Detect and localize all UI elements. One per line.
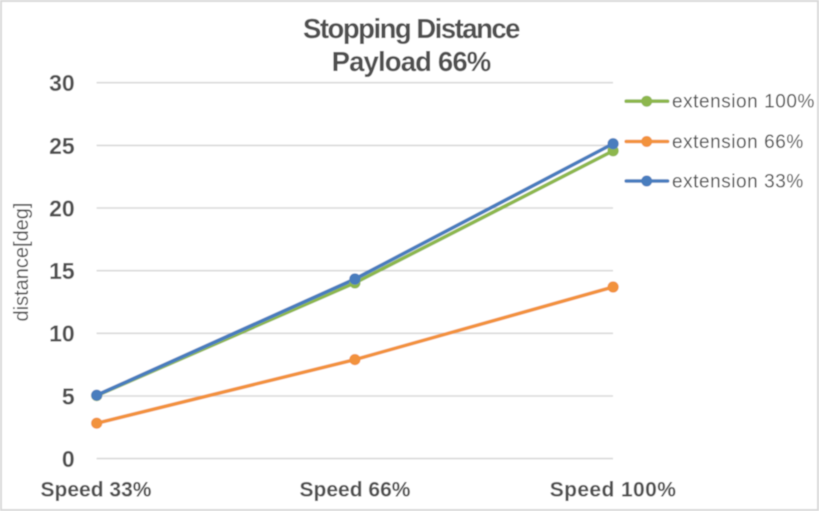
- svg-text:15: 15: [49, 258, 75, 284]
- svg-text:distance[deg]: distance[deg]: [11, 203, 33, 322]
- svg-text:Payload 66%: Payload 66%: [332, 46, 491, 77]
- svg-text:20: 20: [49, 195, 75, 221]
- svg-text:Speed 66%: Speed 66%: [300, 479, 411, 502]
- svg-text:extension 66%: extension 66%: [672, 132, 804, 153]
- svg-text:Speed 100%: Speed 100%: [550, 479, 677, 502]
- svg-text:0: 0: [62, 446, 75, 472]
- svg-text:extension 100%: extension 100%: [672, 92, 815, 113]
- svg-text:25: 25: [49, 133, 75, 159]
- svg-text:Speed 33%: Speed 33%: [41, 479, 152, 502]
- svg-text:Stopping Distance: Stopping Distance: [303, 13, 520, 44]
- svg-text:5: 5: [62, 383, 75, 409]
- svg-text:10: 10: [49, 321, 75, 347]
- svg-text:30: 30: [49, 70, 75, 96]
- svg-text:extension 33%: extension 33%: [672, 172, 804, 193]
